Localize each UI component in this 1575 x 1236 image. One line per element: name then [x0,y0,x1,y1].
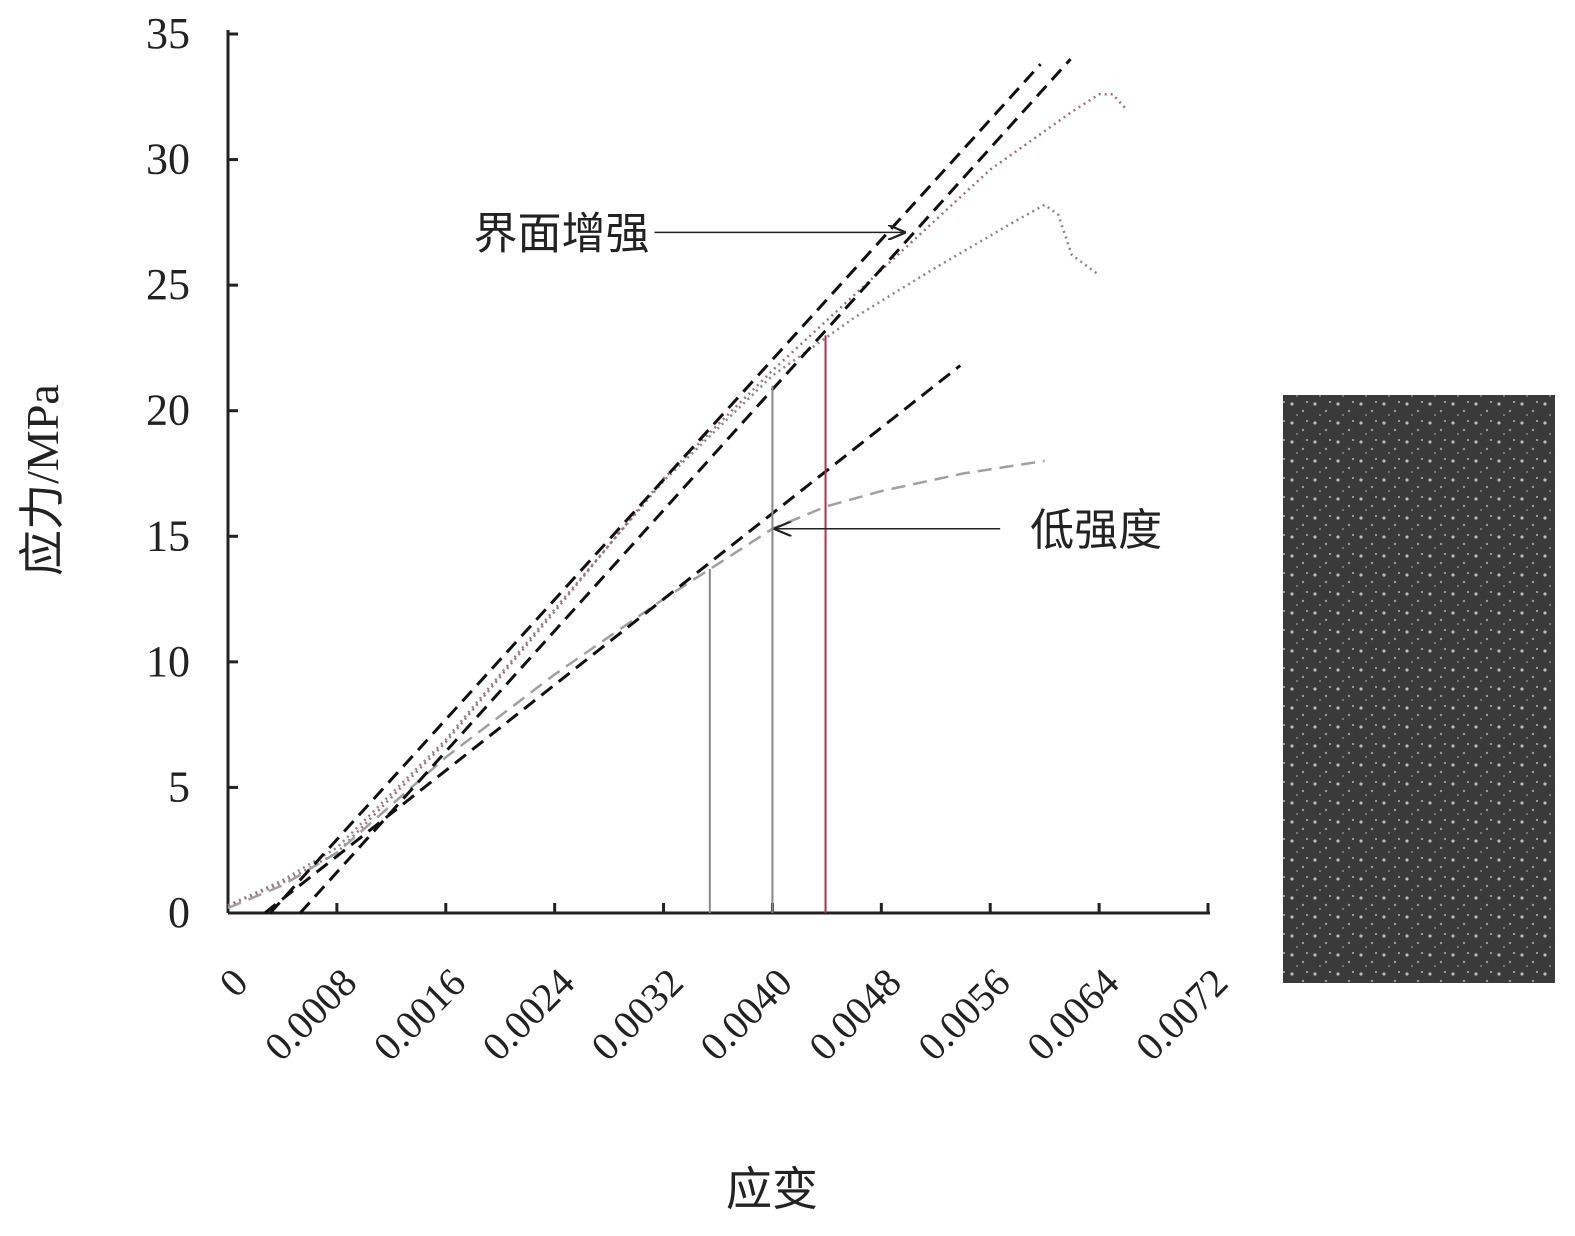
x-tick-label: 0.0032 [582,960,692,1070]
x-tick-label: 0.0008 [256,960,366,1070]
y-tick-label: 0 [168,888,190,937]
y-tick-label: 5 [168,762,190,811]
series-line [227,459,1045,910]
series-line [269,63,1042,915]
x-tick-label: 0 [210,960,256,1006]
y-tick-label: 10 [146,637,190,686]
x-tick-label: 0.0016 [365,960,475,1070]
x-axis-title: 应变 [726,1164,818,1215]
y-axis-title: 应力/MPa [17,384,68,576]
annotation: 低强度 [1030,506,1162,555]
series-line [263,364,962,915]
specimen-photo [1283,395,1555,983]
x-tick-label: 0.0048 [800,960,910,1070]
x-tick-label: 0.0024 [473,960,583,1070]
annotation: 界面增强 [473,209,649,258]
y-tick-label: 15 [146,511,190,560]
x-tick-label: 0.0072 [1127,960,1237,1070]
series-line [299,58,1072,915]
series-line [227,93,1128,907]
y-tick-label: 30 [146,135,190,184]
x-tick-label: 0.0056 [909,960,1019,1070]
x-tick-label: 0.0064 [1018,960,1128,1070]
y-tick-label: 35 [146,9,190,58]
x-tick-label: 0.0040 [691,960,801,1070]
y-tick-label: 20 [146,386,190,435]
y-tick-label: 25 [146,260,190,309]
series-line [227,203,1100,907]
